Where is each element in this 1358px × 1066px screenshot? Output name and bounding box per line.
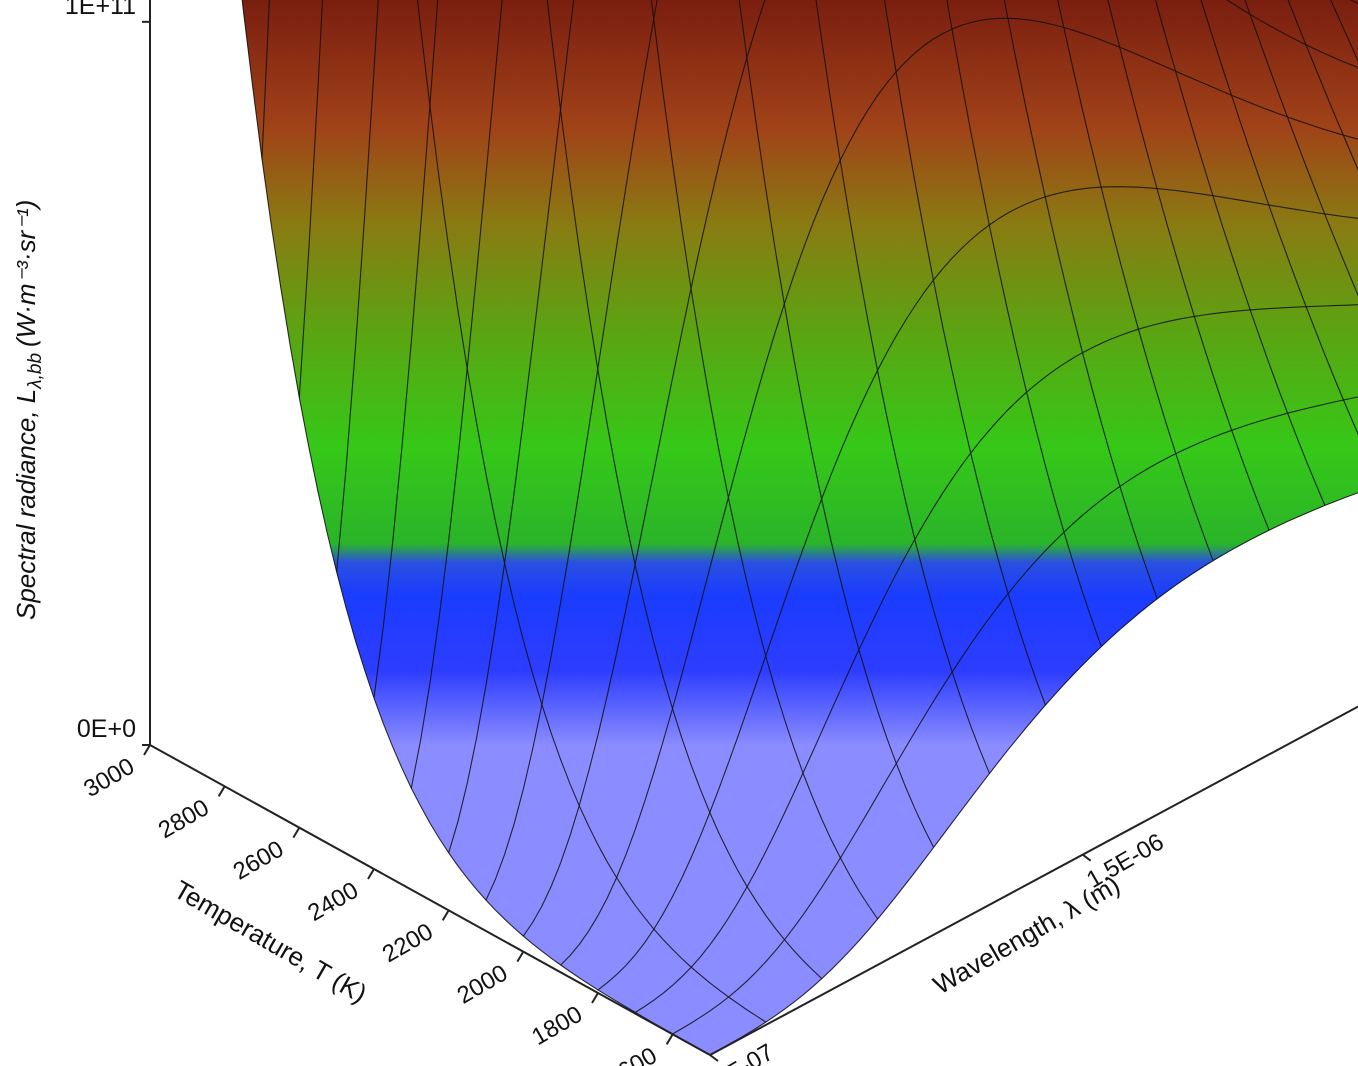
mesh-line-wavelength (1003, 0, 1158, 599)
mesh-line-wavelength (241, 0, 711, 1056)
mesh-line-temperature (522, 0, 1358, 937)
t-tick-mark (516, 951, 525, 963)
t-tick-mark (292, 827, 301, 839)
t-axis-line (149, 744, 711, 1056)
mesh-line-wavelength (650, 0, 879, 920)
z-tick-label: 0E+0 (77, 715, 136, 743)
surface-mesh (241, 0, 1358, 1056)
t-tick-label: 2800 (154, 794, 214, 844)
t-tick-label: 1800 (527, 1001, 587, 1051)
t-tick-mark (665, 1033, 674, 1045)
t-tick-label: 2000 (453, 959, 513, 1009)
mesh-line-wavelength (883, 0, 1046, 706)
mesh-line-wavelength (1200, 0, 1358, 436)
mesh-line-wavelength (1244, 0, 1358, 297)
mesh-line-wavelength (546, 0, 823, 980)
w-tick-mark (1082, 853, 1092, 862)
t-tick-mark (441, 909, 450, 921)
t-tick-mark (591, 992, 599, 1004)
w-axis-label: Wavelength, λ (m) (928, 869, 1125, 1000)
t-tick-label: 2400 (303, 877, 363, 927)
t-tick-mark (143, 744, 151, 756)
z-tick-label: 1E+11 (65, 0, 136, 20)
mesh-line-wavelength (1154, 0, 1326, 506)
w-tick-mark (709, 1054, 719, 1062)
mesh-line-wavelength (1057, 0, 1214, 561)
mesh-line-wavelength (416, 0, 767, 1023)
z-axis-label: Spectral radiance, Lλ,bb(W·m⁻³·sr⁻¹) (11, 200, 46, 620)
t-tick-mark (217, 785, 226, 797)
surface-patch (464, 0, 470, 25)
t-tick-mark (367, 868, 375, 880)
w-axis-line (709, 705, 1358, 1056)
mesh-line-wavelength (815, 0, 991, 774)
mesh-line-wavelength (1107, 0, 1270, 531)
mesh-line-wavelength (946, 0, 1102, 647)
t-tick-label: 2600 (229, 835, 289, 885)
t-tick-label: 1600 (602, 1042, 662, 1066)
t-tick-label: 2200 (378, 918, 438, 968)
t-tick-label: 3000 (79, 753, 139, 803)
mesh-line-wavelength (738, 0, 935, 848)
